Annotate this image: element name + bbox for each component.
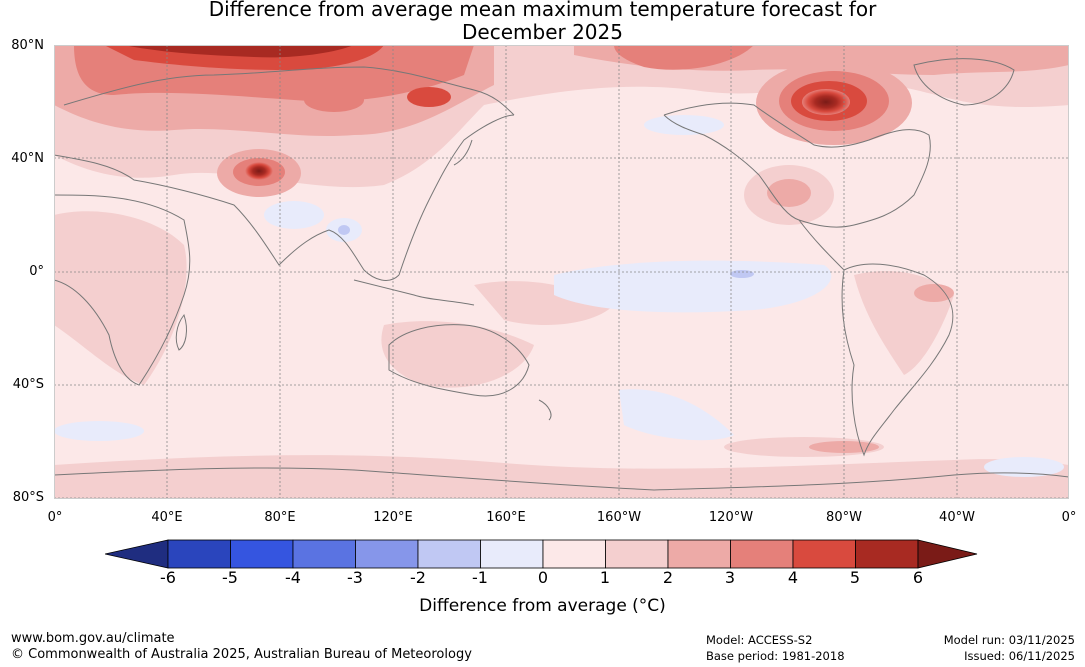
footer-model: Model: ACCESS-S2: [706, 633, 813, 647]
colorbar-tick: 6: [912, 568, 924, 587]
colorbar-tick: -5: [222, 568, 238, 587]
colorbar-extend-low: [105, 539, 169, 569]
lat-label-0: 0°: [29, 264, 44, 279]
colorbar-segment: [542, 539, 606, 569]
map-frame: [54, 45, 1069, 499]
lon-label-0-left: 0°: [47, 510, 63, 525]
lat-label-40s: 40°S: [12, 377, 44, 392]
footer-copyright: © Commonwealth of Australia 2025, Austra…: [11, 647, 472, 662]
lat-label-80s: 80°S: [12, 490, 44, 505]
colorbar: [105, 539, 978, 569]
footer-model-run: Model run: 03/11/2025: [943, 633, 1075, 647]
colorbar-tick: 2: [662, 568, 674, 587]
colorbar-segment: [292, 539, 356, 569]
lon-label-160e: 160°E: [486, 510, 526, 525]
colorbar-tick: -3: [347, 568, 363, 587]
colorbar-tick: 1: [599, 568, 611, 587]
colorbar-tick: 5: [849, 568, 861, 587]
colorbar-segment: [417, 539, 481, 569]
colorbar-segment: [230, 539, 294, 569]
temperature-anomaly-map: [54, 45, 1069, 499]
map-title-line2: December 2025: [462, 20, 623, 44]
colorbar-segment: [730, 539, 794, 569]
lat-label-80n: 80°N: [11, 38, 44, 53]
footer-issued: Issued: 06/11/2025: [964, 649, 1075, 663]
coastlines: [54, 58, 1069, 491]
lon-label-120e: 120°E: [373, 510, 413, 525]
lon-label-80w: 80°W: [826, 510, 862, 525]
lon-label-80e: 80°E: [264, 510, 296, 525]
colorbar-tick: 4: [787, 568, 799, 587]
anomaly-fill: [54, 45, 1069, 499]
lat-label-40n: 40°N: [11, 151, 44, 166]
colorbar-tick: -4: [285, 568, 301, 587]
colorbar-segment: [667, 539, 731, 569]
colorbar-tick: 3: [724, 568, 736, 587]
colorbar-segment: [480, 539, 544, 569]
colorbar-tick: -6: [160, 568, 176, 587]
lon-label-160w: 160°W: [596, 510, 642, 525]
lon-label-40e: 40°E: [151, 510, 183, 525]
colorbar-segment: [792, 539, 856, 569]
map-title-line1: Difference from average mean maximum tem…: [208, 0, 877, 21]
colorbar-segment: [167, 539, 231, 569]
colorbar-extend-high: [917, 539, 978, 569]
lon-label-0-right: 0°: [1061, 510, 1077, 525]
colorbar-tick: -2: [410, 568, 426, 587]
colorbar-segment: [355, 539, 419, 569]
lon-label-40w: 40°W: [939, 510, 975, 525]
colorbar-tick: -1: [472, 568, 488, 587]
colorbar-tick: 0: [537, 568, 549, 587]
lon-label-120w: 120°W: [708, 510, 754, 525]
footer-website: www.bom.gov.au/climate: [11, 631, 175, 646]
colorbar-segment: [855, 539, 919, 569]
footer-base-period: Base period: 1981-2018: [706, 649, 845, 663]
colorbar-title: Difference from average (°C): [419, 596, 666, 616]
colorbar-segment: [605, 539, 669, 569]
